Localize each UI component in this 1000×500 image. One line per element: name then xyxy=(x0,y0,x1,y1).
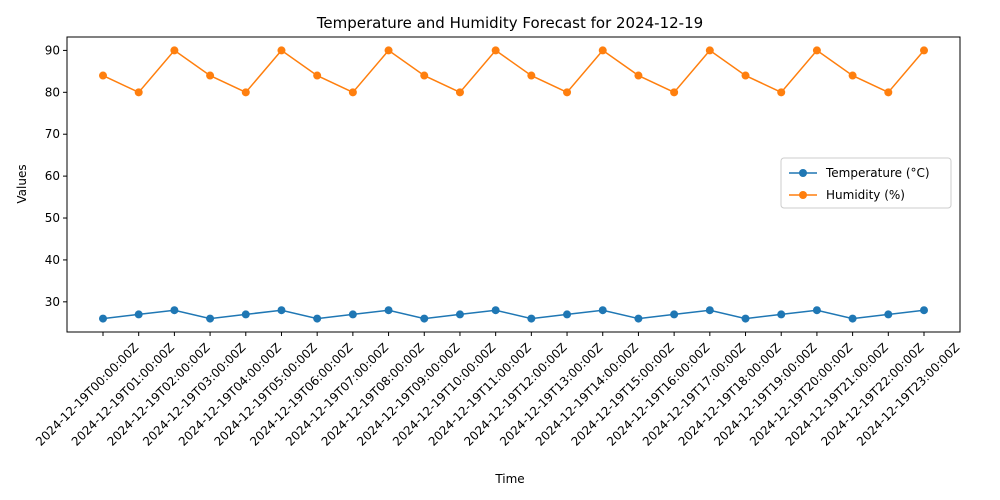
series-1-point xyxy=(741,71,750,80)
x-axis-label: Time xyxy=(494,472,524,486)
series-0-point xyxy=(598,306,607,315)
series-0-point xyxy=(884,310,893,319)
y-tick-label: 50 xyxy=(45,211,60,225)
legend-label: Humidity (%) xyxy=(826,188,905,202)
series-1-point xyxy=(206,71,215,80)
series-1-point xyxy=(705,46,714,55)
series-1-point xyxy=(884,88,893,97)
series-1-point xyxy=(277,46,286,55)
series-1-point xyxy=(455,88,464,97)
series-0-point xyxy=(777,310,786,319)
y-tick-label: 40 xyxy=(45,253,60,267)
series-1-point xyxy=(563,88,572,97)
legend: Temperature (°C) Humidity (%) xyxy=(780,157,952,209)
legend-marker xyxy=(799,191,807,199)
legend-box xyxy=(780,157,952,209)
series-0-point xyxy=(705,306,714,315)
series-0-point xyxy=(812,306,821,315)
series-1-point xyxy=(527,71,536,80)
series-0-point xyxy=(455,310,464,319)
series-0-point xyxy=(134,310,143,319)
series-1-point xyxy=(170,46,179,55)
series-1-point xyxy=(99,71,107,80)
legend-label: Temperature (°C) xyxy=(825,166,930,180)
series-0-point xyxy=(491,306,500,315)
series-1-point xyxy=(598,46,607,55)
series-0-point xyxy=(634,314,643,323)
series-0-point xyxy=(527,314,536,323)
chart-title: Temperature and Humidity Forecast for 20… xyxy=(316,14,703,32)
y-tick-label: 30 xyxy=(45,295,60,309)
series-0-point xyxy=(170,306,179,315)
series-0-point xyxy=(384,306,393,315)
y-tick-label: 80 xyxy=(45,85,60,99)
series-1-point xyxy=(241,88,250,97)
series-1-point xyxy=(812,46,821,55)
series-1-point xyxy=(491,46,500,55)
series-1-point xyxy=(670,88,679,97)
series-line-0 xyxy=(102,309,925,320)
series-0-point xyxy=(348,310,357,319)
legend-marker xyxy=(799,169,807,177)
series-1-point xyxy=(384,46,393,55)
y-tick-label: 90 xyxy=(45,43,60,57)
series-1-point xyxy=(920,46,928,55)
series-1-point xyxy=(420,71,429,80)
series-0-point xyxy=(277,306,286,315)
y-axis-label: Values xyxy=(15,164,29,203)
plot-area: 304050607080902024-12-19T00:00:00Z2024-1… xyxy=(33,36,962,449)
series-0-point xyxy=(241,310,250,319)
series-1-point xyxy=(777,88,786,97)
series-1-point xyxy=(848,71,857,80)
series-0-point xyxy=(741,314,750,323)
series-0-point xyxy=(563,310,572,319)
y-tick-label: 70 xyxy=(45,127,60,141)
series-0-point xyxy=(848,314,857,323)
series-0-point xyxy=(206,314,215,323)
series-1-point xyxy=(134,88,143,97)
series-1-point xyxy=(634,71,643,80)
series-0-point xyxy=(313,314,322,323)
series-1-point xyxy=(348,88,357,97)
y-tick-label: 60 xyxy=(45,169,60,183)
series-0-point xyxy=(99,314,107,323)
series-0-point xyxy=(920,306,928,315)
series-0-point xyxy=(420,314,429,323)
series-0-point xyxy=(670,310,679,319)
series-1-point xyxy=(313,71,322,80)
plot-frame xyxy=(66,36,961,333)
series-line-1 xyxy=(102,49,925,94)
